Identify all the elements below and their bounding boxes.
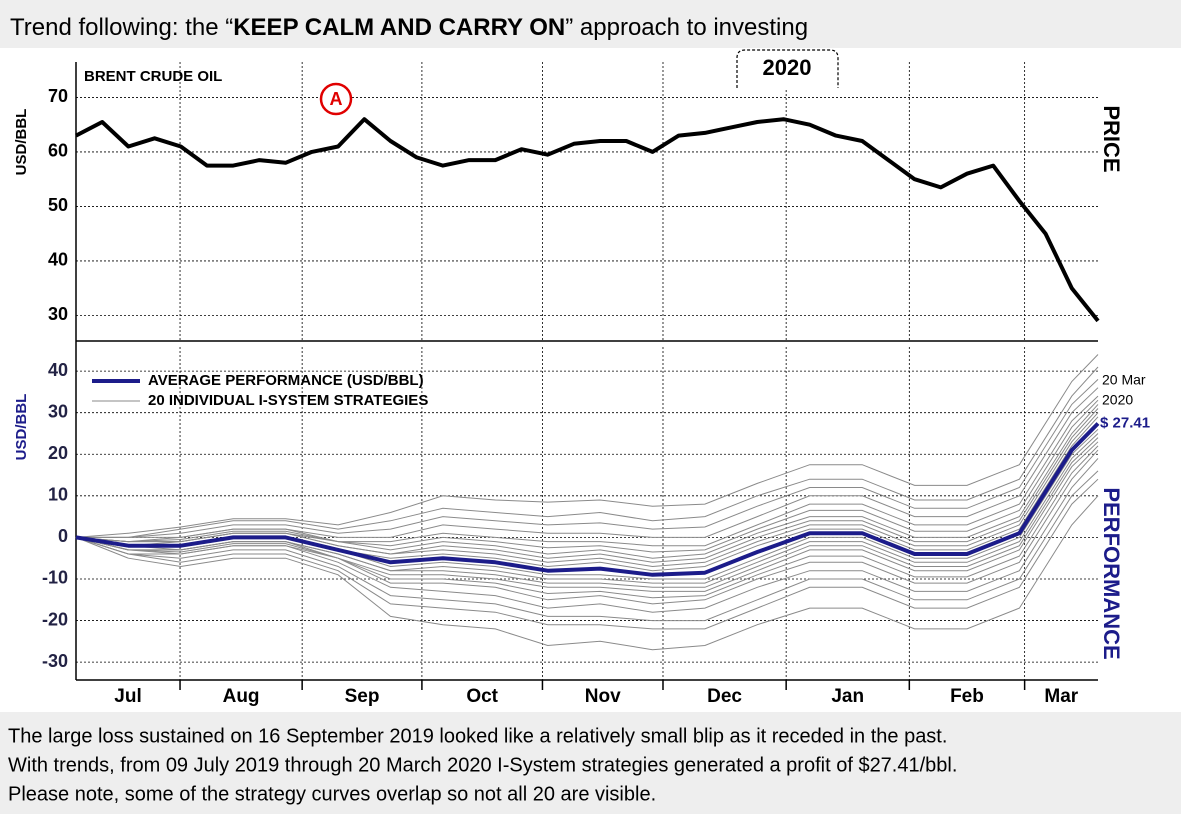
strategy-line xyxy=(75,445,1099,599)
footer-background xyxy=(0,712,1181,814)
x-tick-label: Oct xyxy=(466,686,498,707)
strategy-line xyxy=(75,495,1099,651)
y-tick-label: -20 xyxy=(42,609,68,629)
panel-label: PRICE xyxy=(1099,105,1124,172)
series-line xyxy=(75,117,1100,323)
event-marker: A xyxy=(330,89,343,109)
footer-text: With trends, from 09 July 2019 through 2… xyxy=(8,754,957,776)
title-emphasis: KEEP CALM AND CARRY ON xyxy=(233,14,565,41)
x-tick-label: Dec xyxy=(707,686,742,707)
strategy-line xyxy=(76,366,1099,538)
page-title: Trend following: the “KEEP CALM AND CARR… xyxy=(10,14,808,41)
y-tick-label: 10 xyxy=(48,485,68,505)
strategy-line xyxy=(75,433,1099,584)
y-tick-label: -10 xyxy=(42,568,68,588)
footer-text: The large loss sustained on 16 September… xyxy=(8,725,947,747)
legend-label: 20 INDIVIDUAL I-SYSTEM STRATEGIES xyxy=(148,392,428,409)
x-tick-label: Aug xyxy=(223,686,260,707)
y-tick-label: 70 xyxy=(48,86,68,106)
panel-label: PERFORMANCE xyxy=(1099,487,1124,659)
event-marker-circle xyxy=(319,82,353,116)
strategy-line xyxy=(75,404,1099,559)
series-line xyxy=(75,422,1100,577)
y-tick-label: 40 xyxy=(48,250,68,270)
x-tick-label: Nov xyxy=(585,686,621,707)
y-tick-label: 20 xyxy=(48,443,68,463)
x-tick-label: Jul xyxy=(114,686,141,707)
end-date: 20 Mar xyxy=(1102,372,1146,388)
year-marker-box xyxy=(736,49,839,88)
x-tick-label: Mar xyxy=(1044,686,1078,707)
y-tick-label: 50 xyxy=(48,195,68,215)
strategy-line xyxy=(75,458,1099,613)
legend-label: AVERAGE PERFORMANCE (USD/BBL) xyxy=(148,372,424,389)
strategy-line xyxy=(75,449,1099,605)
y-axis-title: USD/BBL xyxy=(13,109,30,176)
y-tick-label: 0 xyxy=(58,526,68,546)
strategy-line xyxy=(75,354,1099,538)
series-label: BRENT CRUDE OIL xyxy=(84,68,222,85)
strategy-line xyxy=(75,399,1099,553)
strategy-line xyxy=(75,470,1099,622)
x-tick-label: Sep xyxy=(345,686,380,707)
y-tick-label: 40 xyxy=(48,360,68,380)
y-tick-label: 60 xyxy=(48,141,68,161)
y-axis-title: USD/BBL xyxy=(13,394,30,461)
x-tick-label: Feb xyxy=(950,686,984,707)
end-date: 2020 xyxy=(1102,392,1133,408)
strategy-line xyxy=(76,387,1099,538)
strategy-line xyxy=(75,478,1099,630)
strategy-line xyxy=(75,437,1099,588)
footer-text: Please note, some of the strategy curves… xyxy=(8,783,656,805)
y-tick-label: -30 xyxy=(42,651,68,671)
title-part: Trend following: the “ xyxy=(10,14,233,41)
header-background xyxy=(0,0,1181,48)
year-marker: 2020 xyxy=(763,55,812,80)
strategy-line xyxy=(75,416,1099,572)
strategy-line xyxy=(76,379,1099,538)
x-tick-label: Jan xyxy=(831,686,864,707)
y-tick-label: 30 xyxy=(48,304,68,324)
strategy-line xyxy=(75,412,1099,568)
y-tick-label: 30 xyxy=(48,401,68,421)
title-part: ” approach to investing xyxy=(565,14,808,41)
strategy-line xyxy=(75,428,1099,580)
value-label: $ 27.41 xyxy=(1100,414,1150,431)
